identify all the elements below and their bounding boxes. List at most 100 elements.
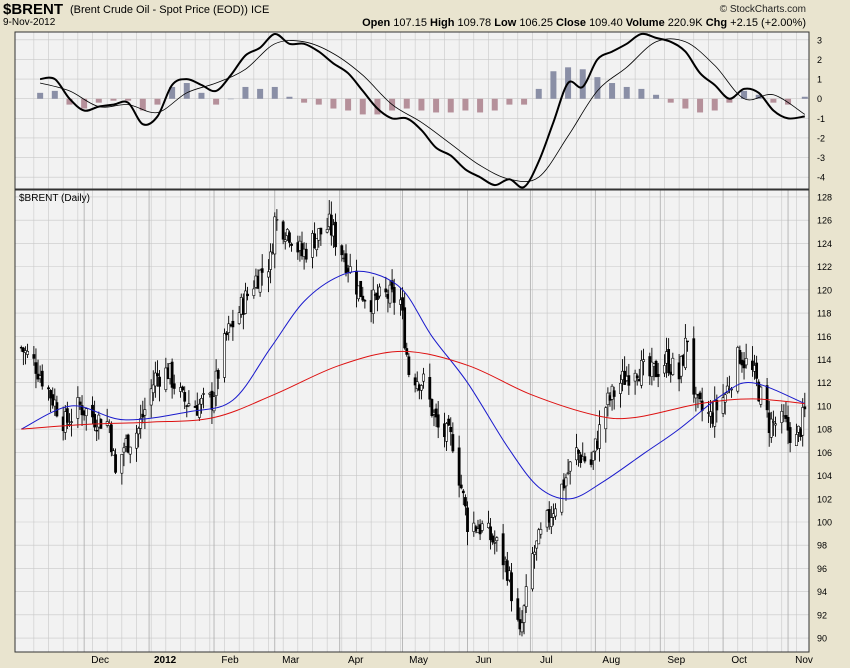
price-bar-body bbox=[363, 300, 367, 302]
price-bar-body bbox=[445, 423, 448, 442]
price-bar-body bbox=[533, 551, 536, 555]
price-bar-body bbox=[480, 523, 484, 531]
x-tick-label: Dec bbox=[91, 655, 109, 666]
price-bar-body bbox=[80, 405, 84, 416]
histogram-bar bbox=[477, 98, 484, 113]
histogram-bar bbox=[609, 83, 616, 99]
price-bar-body bbox=[736, 347, 740, 392]
price-bar-body bbox=[786, 416, 790, 431]
histogram-bar bbox=[169, 86, 176, 99]
price-bar-body bbox=[359, 280, 363, 298]
histogram-bar bbox=[506, 98, 513, 105]
high-value: 109.78 bbox=[457, 17, 492, 29]
price-bar-body bbox=[371, 289, 375, 314]
histogram-bar bbox=[315, 98, 322, 105]
histogram-bar bbox=[741, 90, 748, 99]
macd-y-tick-label: 1 bbox=[817, 75, 822, 85]
chg-value: +2.15 (+2.00%) bbox=[730, 17, 806, 29]
price-y-tick-label: 114 bbox=[817, 355, 831, 365]
price-bar-body bbox=[564, 477, 568, 487]
price-bar-body bbox=[348, 266, 352, 273]
histogram-bar bbox=[755, 94, 762, 99]
price-bar-body bbox=[269, 251, 272, 270]
price-bar-body bbox=[202, 393, 205, 395]
price-bar-body bbox=[755, 362, 759, 379]
histogram-bar bbox=[653, 94, 660, 99]
ma200-line bbox=[21, 350, 805, 430]
price-bar-body bbox=[671, 357, 675, 375]
price-bar-body bbox=[795, 434, 798, 446]
price-bar-body bbox=[738, 349, 742, 364]
macd-y-tick-label: 0 bbox=[817, 94, 822, 104]
histogram-bar bbox=[51, 90, 58, 99]
price-bar-body bbox=[227, 323, 231, 333]
price-bar-body bbox=[344, 253, 348, 273]
price-bar-body bbox=[459, 484, 463, 489]
price-bar-body bbox=[612, 390, 616, 397]
x-tick-label: Aug bbox=[602, 655, 620, 666]
price-bar-body bbox=[686, 340, 689, 343]
close-label: Close bbox=[556, 17, 586, 29]
price-bar-body bbox=[744, 358, 748, 366]
price-bar-body bbox=[156, 373, 159, 377]
price-bar-body bbox=[575, 447, 578, 461]
price-bar-body bbox=[667, 349, 671, 374]
histogram-bar bbox=[462, 98, 469, 111]
x-tick-label: Apr bbox=[348, 655, 364, 666]
price-bar-body bbox=[231, 320, 235, 328]
macd-y-tick-label: -4 bbox=[817, 173, 825, 183]
price-bar-body bbox=[378, 286, 381, 297]
price-bar-body bbox=[93, 413, 97, 428]
price-bar-body bbox=[654, 360, 658, 378]
price-bar-body bbox=[577, 450, 580, 454]
histogram-bar bbox=[345, 98, 352, 111]
macd-y-tick-label: 2 bbox=[817, 55, 822, 65]
instrument-description: (Brent Crude Oil - Spot Price (EOD)) ICE bbox=[70, 4, 269, 16]
price-bar-body bbox=[135, 432, 138, 449]
histogram-bar bbox=[711, 98, 718, 111]
histogram-bar bbox=[433, 98, 440, 113]
price-bar-body bbox=[635, 375, 639, 379]
price-bar-body bbox=[384, 288, 388, 293]
histogram-bar bbox=[491, 98, 498, 111]
price-bar-body bbox=[288, 232, 291, 243]
histogram-bar bbox=[301, 98, 308, 103]
price-bar-body bbox=[598, 424, 601, 449]
price-bar-body bbox=[803, 406, 807, 410]
price-bar-body bbox=[447, 418, 451, 426]
histogram-bar bbox=[594, 77, 601, 99]
price-bar-body bbox=[403, 307, 407, 349]
price-y-tick-label: 94 bbox=[817, 587, 827, 597]
x-tick-label: May bbox=[409, 655, 428, 666]
histogram-bar bbox=[697, 98, 704, 113]
price-bar-body bbox=[139, 418, 143, 429]
macd-y-tick-label: -2 bbox=[817, 133, 825, 143]
price-bar-body bbox=[589, 459, 593, 465]
macd-panel-border bbox=[14, 31, 810, 190]
histogram-bar bbox=[257, 88, 264, 99]
price-bar-body bbox=[698, 392, 702, 400]
macd-y-tick-label: 3 bbox=[817, 35, 822, 45]
histogram-bar bbox=[81, 98, 88, 109]
price-y-tick-label: 116 bbox=[817, 332, 831, 342]
histogram-bar bbox=[154, 98, 161, 105]
price-bar-body bbox=[656, 374, 660, 377]
price-bar-body bbox=[34, 362, 38, 374]
x-tick-label: Mar bbox=[282, 655, 300, 666]
price-bar-body bbox=[464, 497, 467, 507]
price-bar-body bbox=[283, 239, 287, 242]
macd-signal-line bbox=[39, 38, 806, 183]
price-bar-body bbox=[627, 375, 631, 386]
price-bar-body bbox=[172, 383, 176, 389]
price-bar-body bbox=[40, 370, 44, 387]
price-bar-body bbox=[120, 454, 124, 474]
price-bar-body bbox=[487, 522, 490, 528]
price-bar-body bbox=[76, 397, 80, 419]
low-value: 106.25 bbox=[519, 17, 553, 29]
price-bar-body bbox=[642, 359, 645, 362]
histogram-bar bbox=[271, 86, 278, 99]
price-bar-body bbox=[549, 517, 553, 527]
price-bar-body bbox=[430, 399, 434, 416]
